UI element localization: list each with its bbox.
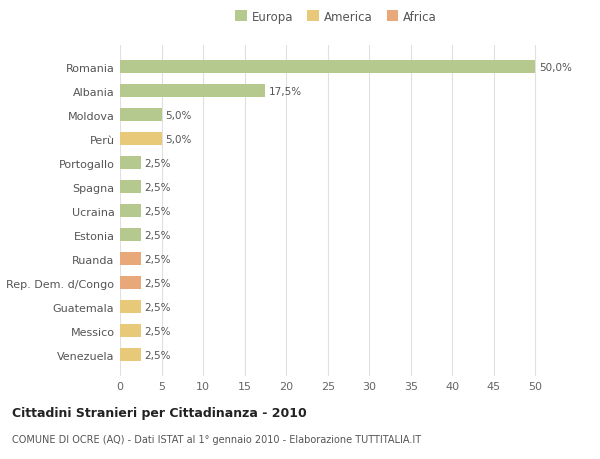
Bar <box>120 61 535 74</box>
Text: 2,5%: 2,5% <box>144 278 170 288</box>
Legend: Europa, America, Africa: Europa, America, Africa <box>233 8 439 26</box>
Bar <box>120 229 141 241</box>
Bar <box>120 157 141 170</box>
Text: Cittadini Stranieri per Cittadinanza - 2010: Cittadini Stranieri per Cittadinanza - 2… <box>12 406 307 419</box>
Text: 5,0%: 5,0% <box>165 134 191 144</box>
Text: 17,5%: 17,5% <box>269 86 302 96</box>
Bar <box>120 324 141 337</box>
Text: 2,5%: 2,5% <box>144 206 170 216</box>
Text: COMUNE DI OCRE (AQ) - Dati ISTAT al 1° gennaio 2010 - Elaborazione TUTTITALIA.IT: COMUNE DI OCRE (AQ) - Dati ISTAT al 1° g… <box>12 434 421 444</box>
Bar <box>120 348 141 361</box>
Text: 2,5%: 2,5% <box>144 350 170 360</box>
Bar <box>120 252 141 266</box>
Text: 2,5%: 2,5% <box>144 230 170 240</box>
Bar <box>120 205 141 218</box>
Bar <box>120 85 265 98</box>
Text: 50,0%: 50,0% <box>539 62 572 73</box>
Bar <box>120 300 141 313</box>
Text: 5,0%: 5,0% <box>165 111 191 120</box>
Text: 2,5%: 2,5% <box>144 254 170 264</box>
Bar <box>120 181 141 194</box>
Bar <box>120 109 161 122</box>
Text: 2,5%: 2,5% <box>144 302 170 312</box>
Text: 2,5%: 2,5% <box>144 326 170 336</box>
Bar <box>120 133 161 146</box>
Text: 2,5%: 2,5% <box>144 182 170 192</box>
Text: 2,5%: 2,5% <box>144 158 170 168</box>
Bar <box>120 276 141 290</box>
